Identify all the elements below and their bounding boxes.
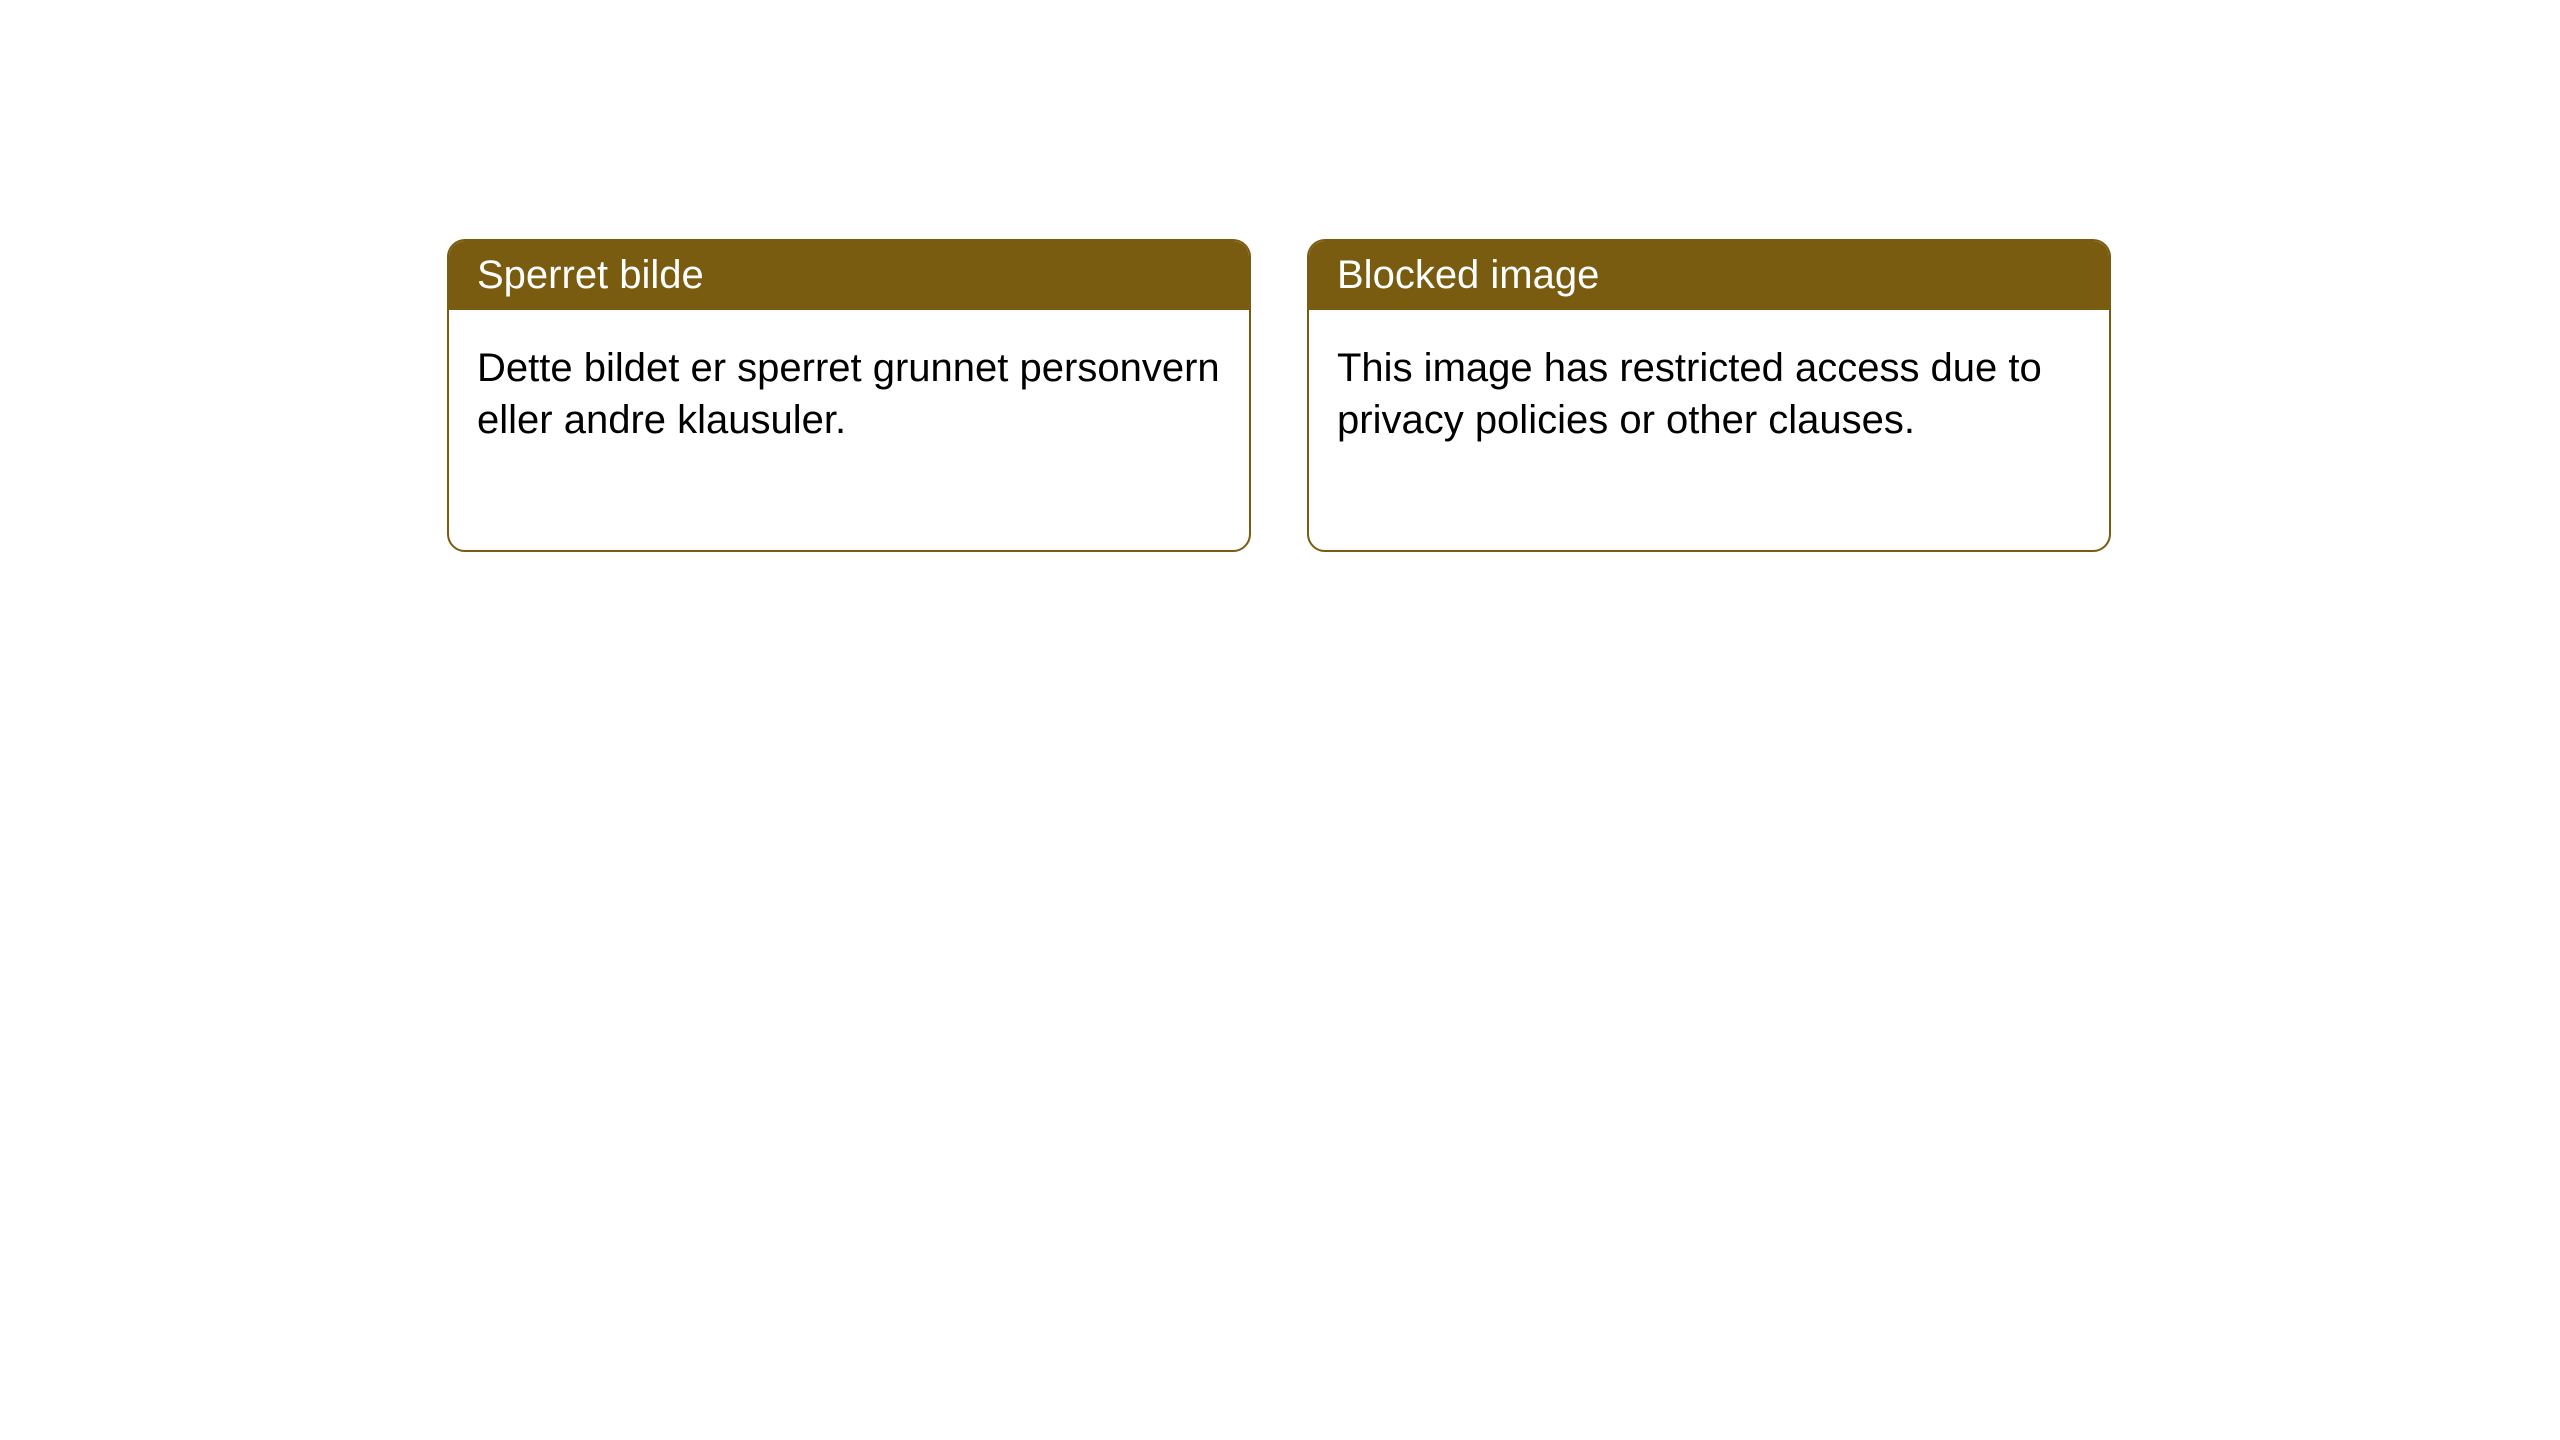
notice-body-english: This image has restricted access due to … [1309,310,2109,550]
notice-body-norwegian: Dette bildet er sperret grunnet personve… [449,310,1249,550]
notice-container: Sperret bilde Dette bildet er sperret gr… [447,239,2111,552]
notice-card-norwegian: Sperret bilde Dette bildet er sperret gr… [447,239,1251,552]
notice-card-english: Blocked image This image has restricted … [1307,239,2111,552]
notice-header-english: Blocked image [1309,241,2109,310]
notice-header-norwegian: Sperret bilde [449,241,1249,310]
